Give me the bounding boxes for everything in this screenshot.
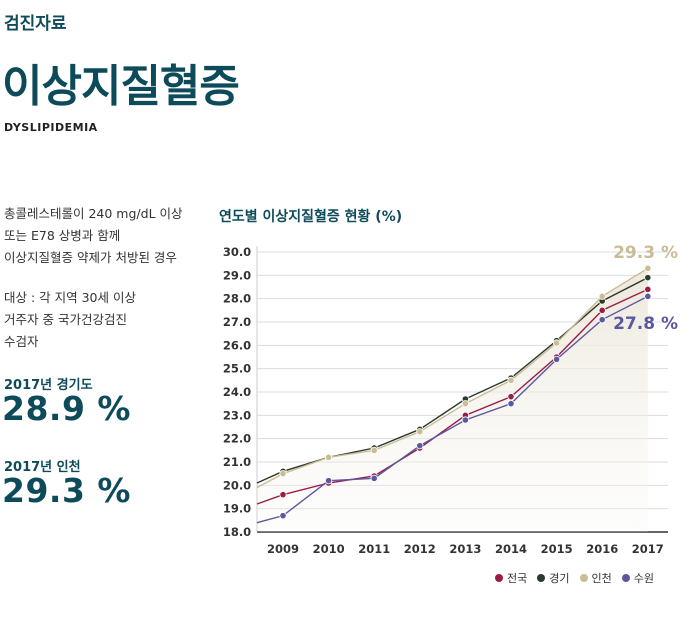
data-point-인천 (324, 453, 333, 461)
page-title: 이상지질혈증 (2, 61, 240, 112)
x-tick-label: 2012 (404, 542, 436, 556)
x-tick-label: 2013 (449, 542, 481, 556)
y-tick-label: 30.0 (223, 245, 251, 259)
data-point-수원 (644, 292, 652, 300)
y-tick-label: 28.0 (223, 292, 251, 306)
stat-value-incheon: 29.3 % (2, 471, 131, 510)
data-point-수원 (416, 442, 424, 450)
data-point-전국 (644, 285, 652, 293)
data-point-수원 (598, 316, 606, 324)
data-point-전국 (507, 393, 515, 401)
data-point-인천 (598, 292, 606, 300)
chart-legend: 전국 경기 인천 수원 (495, 570, 654, 586)
legend-label: 수원 (633, 572, 654, 585)
legend-label: 인천 (591, 572, 612, 585)
data-point-인천 (461, 400, 469, 408)
area-fill (257, 268, 648, 532)
series-line-전국 (256, 288, 649, 505)
legend-item: 경기 (537, 570, 570, 586)
data-point-인천 (370, 446, 378, 454)
x-tick-label: 2010 (313, 542, 345, 556)
data-point-전국 (279, 491, 287, 499)
legend-label: 경기 (549, 572, 570, 585)
data-point-수원 (370, 474, 378, 482)
legend-swatch-icon (495, 574, 503, 582)
description-line: 이상지질혈증 약제가 처방된 경우 (4, 250, 177, 265)
y-tick-label: 18.0 (223, 525, 251, 539)
criteria-description: 총콜레스테롤이 240 mg/dL 이상 또는 E78 상병과 함께 이상지질혈… (4, 203, 209, 353)
data-point-수원 (279, 512, 287, 520)
annotation-label: 27.8 % (613, 314, 678, 334)
data-point-인천 (552, 339, 561, 347)
data-point-전국 (598, 306, 606, 314)
annotation-label: 29.3 % (613, 243, 678, 263)
x-tick-label: 2016 (586, 542, 618, 556)
x-tick-label: 2011 (358, 542, 390, 556)
description-line: 또는 E78 상병과 함께 (4, 228, 121, 243)
legend-item: 인천 (579, 570, 612, 586)
description-line: 거주자 중 국가건강검진 (4, 312, 127, 327)
x-tick-label: 2009 (267, 542, 299, 556)
data-point-인천 (507, 376, 515, 384)
legend-label: 전국 (507, 572, 528, 585)
chart-title: 연도별 이상지질혈증 현황 (%) (219, 209, 403, 225)
x-tick-label: 2014 (495, 542, 527, 556)
legend-item: 전국 (495, 570, 527, 586)
data-point-인천 (279, 470, 287, 478)
description-line: 대상 : 각 지역 30세 이상 (4, 290, 136, 305)
data-point-수원 (507, 400, 515, 408)
y-tick-label: 21.0 (223, 455, 251, 469)
data-point-수원 (324, 477, 333, 485)
y-tick-label: 29.0 (223, 268, 251, 282)
stat-value-gyeonggi: 28.9 % (2, 389, 131, 428)
y-tick-label: 23.0 (223, 408, 251, 422)
x-tick-label: 2015 (541, 542, 573, 556)
y-tick-label: 24.0 (223, 385, 251, 399)
y-tick-label: 25.0 (223, 362, 251, 376)
data-point-수원 (461, 416, 469, 424)
legend-item: 수원 (621, 570, 654, 586)
page-subtitle: DYSLIPIDEMIA (4, 121, 98, 134)
x-tick-label: 2017 (632, 542, 664, 556)
description-line: 총콜레스테롤이 240 mg/dL 이상 (4, 206, 183, 221)
legend-swatch-icon (537, 574, 546, 582)
series-line-수원 (256, 295, 649, 524)
y-tick-label: 20.0 (223, 478, 251, 492)
section-kicker: 검진자료 (4, 14, 67, 34)
legend-swatch-icon (579, 574, 588, 582)
description-line: 수검자 (4, 334, 39, 349)
y-tick-label: 26.0 (223, 338, 251, 352)
data-point-경기 (644, 274, 652, 282)
data-point-인천 (416, 428, 424, 436)
stat-label-incheon: 2017년 인천 (4, 460, 81, 475)
data-point-수원 (552, 355, 561, 363)
stat-label-gyeonggi: 2017년 경기도 (4, 378, 93, 393)
series-line-경기 (256, 277, 649, 484)
legend-swatch-icon (621, 574, 630, 582)
y-tick-label: 19.0 (223, 502, 251, 516)
data-point-인천 (644, 264, 652, 272)
series-line-인천 (256, 267, 649, 489)
y-tick-label: 22.0 (223, 432, 251, 446)
y-tick-label: 27.0 (223, 315, 251, 329)
